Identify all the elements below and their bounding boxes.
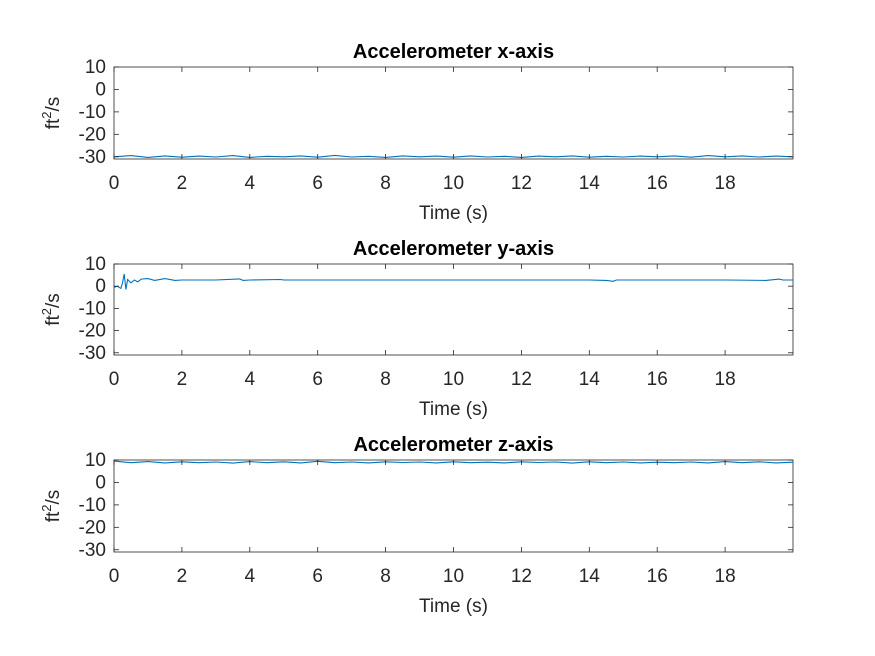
x-tick-label: 18 (715, 566, 736, 587)
x-axis-label: Time (s) (419, 399, 488, 420)
y-tick-label: -20 (79, 517, 106, 538)
y-tick-label: -30 (79, 147, 106, 168)
chart-title: Accelerometer y-axis (353, 238, 554, 260)
chart-title: Accelerometer z-axis (353, 434, 553, 456)
x-tick-label: 6 (312, 566, 323, 587)
y-axis-label: ft2/s (39, 490, 64, 523)
x-tick-label: 10 (443, 566, 464, 587)
x-tick-label: 6 (312, 369, 323, 390)
x-tick-label: 12 (511, 173, 532, 194)
x-ticks: 0 2 4 6 8 10 12 14 16 18 (109, 67, 736, 194)
x-tick-label: 16 (647, 566, 668, 587)
chart-title: Accelerometer x-axis (353, 41, 554, 63)
x-tick-label: 8 (380, 566, 391, 587)
y-tick-label: 0 (95, 79, 106, 100)
x-tick-label: 2 (177, 566, 188, 587)
x-tick-label: 14 (579, 369, 601, 390)
x-tick-label: 8 (380, 173, 391, 194)
x-tick-label: 10 (443, 173, 464, 194)
x-tick-label: 18 (715, 173, 736, 194)
x-tick-label: 0 (109, 566, 120, 587)
x-tick-label: 16 (647, 173, 668, 194)
y-axis-label: ft2/s (39, 293, 64, 326)
y-ticks: 100-10-20-30 (79, 57, 793, 168)
y-tick-label: -30 (79, 343, 106, 364)
x-ticks: 0 2 4 6 8 10 12 14 16 18 (109, 460, 736, 587)
x-axis-label: Time (s) (419, 203, 488, 224)
y-tick-label: 10 (85, 450, 106, 471)
x-tick-label: 4 (245, 173, 256, 194)
plot-area (113, 263, 794, 356)
y-tick-label: -10 (79, 298, 106, 319)
y-ticks: 100-10-20-30 (79, 254, 793, 364)
x-tick-label: 0 (109, 369, 120, 390)
y-tick-label: 0 (95, 472, 106, 493)
y-tick-label: 10 (85, 254, 106, 275)
series-line-1 (113, 273, 793, 290)
y-axis-label: ft2/s (39, 97, 64, 130)
x-tick-label: 18 (715, 369, 736, 390)
subplot-3: 0 2 4 6 8 10 12 14 16 18100-10-20-30Accelerometer… (39, 434, 794, 617)
x-tick-label: 6 (312, 173, 323, 194)
x-tick-label: 2 (177, 173, 188, 194)
y-tick-label: -10 (79, 495, 106, 516)
x-tick-label: 0 (109, 173, 120, 194)
x-ticks: 0 2 4 6 8 10 12 14 16 18 (109, 264, 736, 390)
y-tick-label: 0 (95, 276, 106, 297)
x-tick-label: 14 (579, 173, 601, 194)
y-tick-label: -30 (79, 540, 106, 561)
x-axis-label: Time (s) (419, 596, 488, 617)
x-tick-label: 8 (380, 369, 391, 390)
x-tick-label: 12 (511, 566, 532, 587)
y-tick-label: 10 (85, 57, 106, 78)
x-tick-label: 16 (647, 369, 668, 390)
x-tick-label: 4 (245, 566, 256, 587)
y-tick-label: -10 (79, 102, 106, 123)
x-tick-label: 12 (511, 369, 532, 390)
y-tick-label: -20 (79, 321, 106, 342)
y-tick-label: -20 (79, 124, 106, 145)
subplot-2: 0 2 4 6 8 10 12 14 16 18100-10-20-30Accelerometer… (39, 238, 794, 420)
x-tick-label: 2 (177, 369, 188, 390)
x-tick-label: 4 (245, 369, 256, 390)
y-ticks: 100-10-20-30 (79, 450, 793, 561)
plot-area (113, 459, 794, 553)
x-tick-label: 14 (579, 566, 601, 587)
subplot-1: 0 2 4 6 8 10 12 14 16 18100-10-20-30Accelerometer… (39, 41, 794, 224)
x-tick-label: 10 (443, 369, 464, 390)
plot-area (113, 66, 794, 160)
